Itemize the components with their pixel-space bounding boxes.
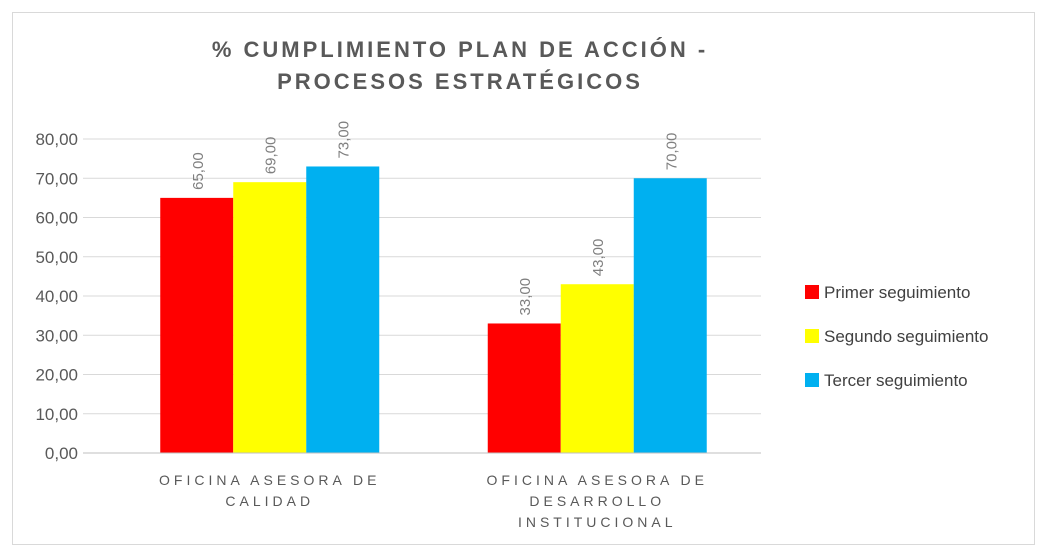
bar (233, 182, 307, 454)
data-label: 65,00 (190, 152, 207, 190)
y-tick-label: 50,00 (35, 248, 78, 267)
legend-label: Tercer seguimiento (824, 371, 968, 390)
y-tick-label: 70,00 (35, 169, 78, 188)
legend-label: Segundo seguimiento (824, 327, 988, 346)
legend-swatch (805, 285, 819, 299)
x-tick-label: OFICINA ASESORA DE DESARROLLO INSTITUCIO… (486, 472, 708, 530)
bar (633, 178, 707, 453)
y-tick-label: 60,00 (35, 209, 78, 228)
x-tick-label: OFICINA ASESORA DE CALIDAD (159, 472, 381, 509)
y-tick-label: 30,00 (35, 326, 78, 345)
legend-swatch (805, 373, 819, 387)
bar (306, 166, 380, 453)
bar (160, 197, 234, 453)
y-tick-label: 0,00 (45, 444, 78, 463)
y-tick-label: 80,00 (35, 130, 78, 149)
y-tick-label: 20,00 (35, 366, 78, 385)
data-label: 33,00 (517, 278, 534, 316)
data-label: 73,00 (336, 121, 353, 159)
data-label: 70,00 (663, 133, 680, 171)
data-label: 43,00 (590, 239, 607, 277)
legend-swatch (805, 329, 819, 343)
y-tick-label: 10,00 (35, 405, 78, 424)
legend-label: Primer seguimiento (824, 283, 970, 302)
bar (487, 323, 561, 453)
y-tick-label: 40,00 (35, 287, 78, 306)
bar (560, 284, 634, 453)
chart-title: % CUMPLIMIENTO PLAN DE ACCIÓN - PROCESOS… (211, 37, 709, 94)
data-label: 69,00 (263, 137, 280, 175)
